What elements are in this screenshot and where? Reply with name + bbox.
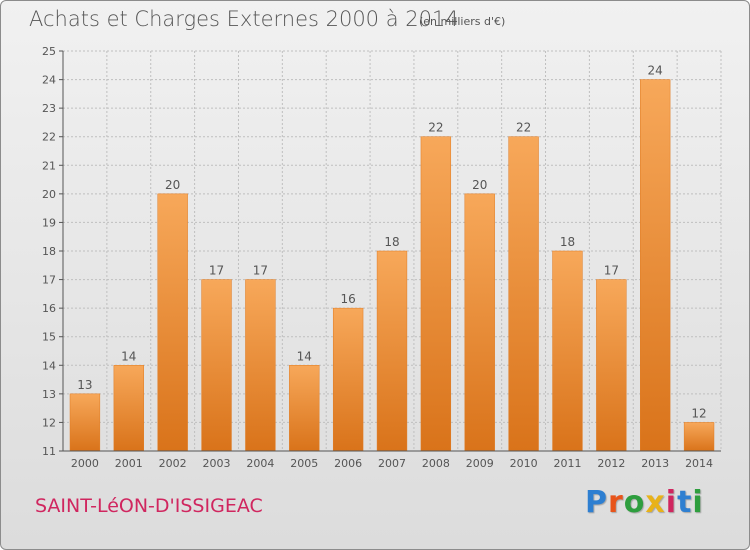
- bar-2003: [201, 279, 232, 452]
- y-tick-label: 19: [42, 216, 56, 229]
- bar-2000: [69, 393, 101, 452]
- y-tick-label: 22: [42, 131, 56, 144]
- bar-2008: [420, 136, 452, 452]
- bar-2002: [157, 193, 188, 452]
- data-label-2007: 18: [384, 235, 399, 249]
- bar-2012: [596, 279, 627, 452]
- x-tick-label: 2010: [510, 457, 538, 470]
- y-tick-label: 20: [42, 188, 56, 201]
- data-label-2008: 22: [428, 121, 443, 135]
- data-label-2012: 17: [604, 264, 619, 278]
- y-tick-label: 17: [42, 274, 56, 287]
- data-label-2003: 17: [209, 264, 224, 278]
- y-tick-label: 15: [42, 331, 56, 344]
- data-label-2005: 14: [297, 349, 312, 363]
- data-label-2006: 16: [340, 292, 355, 306]
- x-tick-label: 2007: [378, 457, 406, 470]
- chart-unit-note: (en milliers d'€): [419, 15, 506, 28]
- logo-letter: x: [645, 485, 666, 520]
- x-tick-label: 2005: [290, 457, 318, 470]
- proxiti-logo: Proxiti: [585, 485, 704, 520]
- logo-letter: o: [623, 485, 646, 520]
- x-tick-label: 2001: [115, 457, 143, 470]
- y-tick-label: 25: [42, 45, 56, 58]
- chart-title: Achats et Charges Externes 2000 à 2014: [29, 7, 459, 31]
- x-tick-label: 2003: [203, 457, 231, 470]
- data-label-2004: 17: [253, 264, 268, 278]
- bars: 13 14 20 17 17 14 16 18 22 20 22 18 17 24 12: [69, 64, 715, 452]
- bar-2001: [113, 365, 144, 452]
- x-tick-label: 2002: [159, 457, 187, 470]
- bar-2006: [332, 307, 364, 452]
- x-tick-label: 2014: [685, 457, 713, 470]
- data-label-2011: 18: [560, 235, 575, 249]
- data-label-2010: 22: [516, 121, 531, 135]
- logo-letter: P: [585, 485, 608, 520]
- x-tick-label: 2004: [246, 457, 274, 470]
- y-tick-label: 14: [42, 359, 56, 372]
- data-label-2002: 20: [165, 178, 180, 192]
- x-tick-label: 2006: [334, 457, 362, 470]
- x-tick-label: 2000: [71, 457, 99, 470]
- logo-letter: t: [677, 485, 693, 520]
- logo-letter: i: [692, 485, 704, 520]
- data-label-2000: 13: [77, 378, 92, 392]
- bar-2014: [683, 422, 715, 452]
- x-tick-label: 2011: [553, 457, 581, 470]
- x-tick-label: 2008: [422, 457, 450, 470]
- data-label-2014: 12: [691, 406, 706, 420]
- bar-2007: [376, 250, 408, 452]
- y-tick-label: 24: [42, 74, 56, 87]
- bar-2005: [289, 365, 320, 452]
- bar-2009: [464, 193, 495, 452]
- bar-2011: [552, 250, 583, 452]
- bar-2010: [508, 136, 539, 452]
- x-tick-label: 2009: [466, 457, 494, 470]
- y-tick-label: 11: [42, 445, 56, 458]
- data-label-2009: 20: [472, 178, 487, 192]
- y-tick-label: 18: [42, 245, 56, 258]
- logo-letter: r: [608, 485, 624, 520]
- x-tick-label: 2013: [641, 457, 669, 470]
- y-tick-label: 13: [42, 388, 56, 401]
- y-tick-label: 12: [42, 416, 56, 429]
- y-tick-label: 23: [42, 102, 56, 115]
- data-label-2013: 24: [648, 64, 663, 78]
- axes: 11 12 13 14 15 16 17 18 19 20 21 22 23 24 25 2000 2001 20…: [42, 45, 721, 470]
- logo-letter: i: [665, 485, 678, 520]
- y-tick-label: 21: [42, 159, 56, 172]
- commune-name: SAINT-LéON-D'ISSIGEAC: [35, 495, 263, 517]
- y-tick-label: 16: [42, 302, 56, 315]
- x-tick-label: 2012: [597, 457, 625, 470]
- bar-2013: [640, 79, 671, 452]
- data-label-2001: 14: [121, 349, 136, 363]
- bar-2004: [245, 279, 276, 452]
